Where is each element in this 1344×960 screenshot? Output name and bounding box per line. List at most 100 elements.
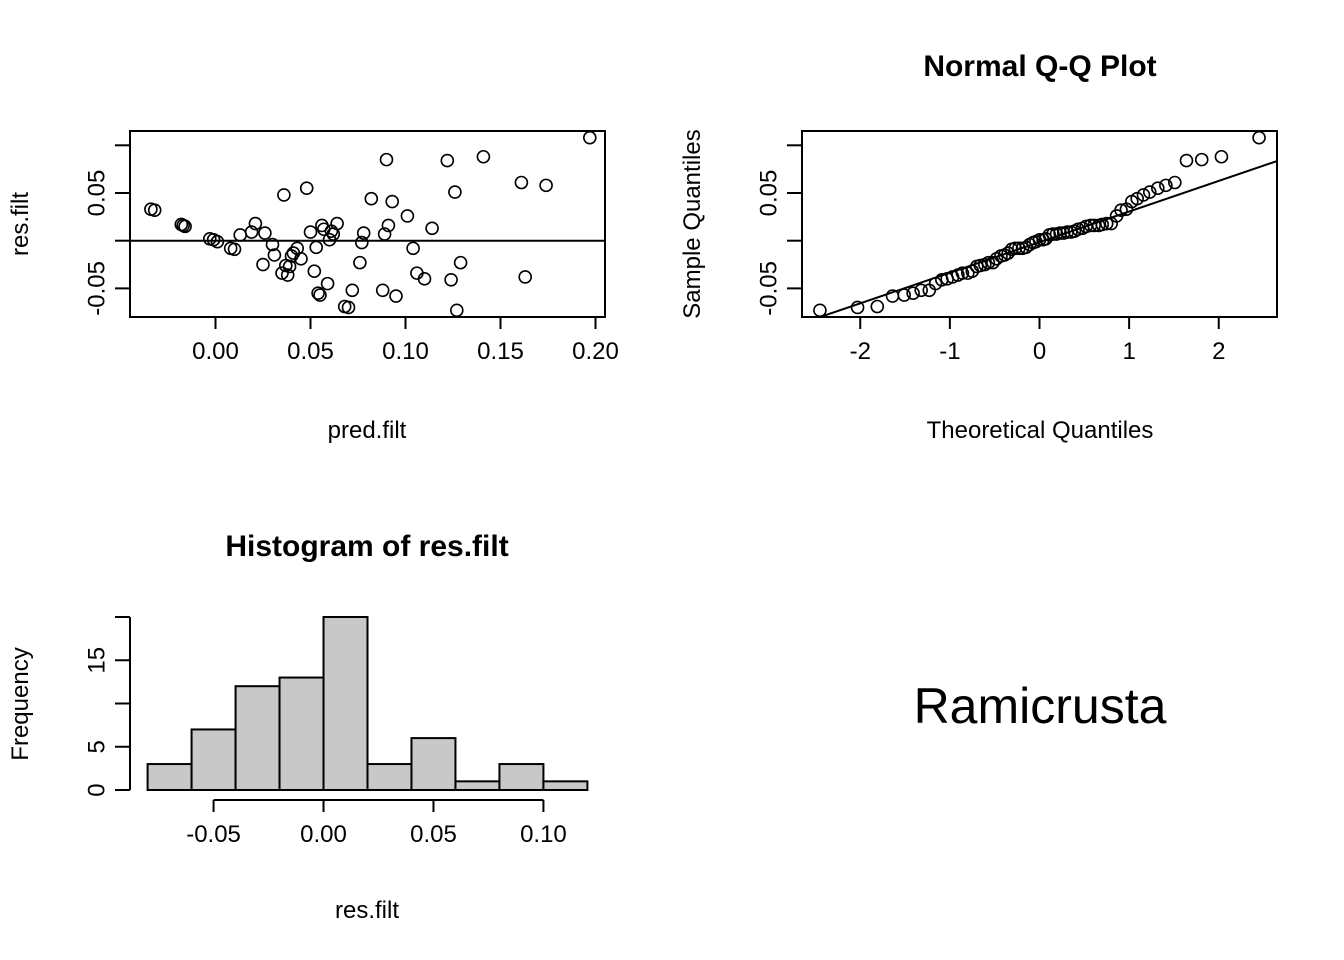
residual-point	[309, 240, 324, 255]
qq-point	[1019, 240, 1033, 255]
residual-point	[227, 242, 242, 257]
qq-point	[914, 283, 928, 298]
qq-x-tick-label: 2	[1212, 338, 1225, 365]
qq-plot-frame	[801, 130, 1278, 318]
residual-point	[307, 264, 322, 279]
qq-point	[1179, 153, 1194, 168]
qq-point	[1252, 130, 1266, 145]
qq-point	[813, 303, 827, 318]
residual-point	[375, 283, 390, 298]
histogram-x-tick-label: 0.00	[300, 821, 347, 848]
residuals-y-tick-label: -0.05	[84, 261, 111, 316]
residual-point	[244, 225, 259, 239]
qq-point	[1214, 149, 1229, 164]
qq-x-tick-label: 1	[1122, 338, 1135, 365]
residual-point	[425, 221, 439, 236]
qq-point	[1099, 216, 1114, 231]
residual-point	[364, 191, 379, 206]
residual-point	[449, 303, 464, 318]
qq-plot-panel: Normal Q-Q Plot -2 -1 0 1 2 -0.05 0.05 Theore…	[679, 50, 1278, 444]
histogram-bar	[278, 676, 325, 791]
qq-x-axis: -2 -1 0 1 2	[850, 316, 1225, 365]
residual-point	[341, 300, 356, 315]
histogram-y-tick-label: 5	[84, 740, 111, 753]
residual-point	[356, 226, 371, 240]
residual-point	[147, 203, 162, 217]
residual-point	[448, 185, 462, 199]
qq-points	[813, 130, 1277, 318]
residual-point	[294, 252, 308, 266]
species-annotation: Ramicrusta	[914, 678, 1167, 734]
residual-point	[248, 216, 263, 231]
residual-point	[440, 153, 455, 168]
residual-point	[514, 175, 529, 190]
residuals-x-tick-label: 0.05	[287, 338, 334, 365]
qq-y-label: Sample Quantiles	[679, 129, 706, 318]
qq-point	[1114, 203, 1128, 217]
histogram-y-tick-label: 15	[84, 647, 111, 674]
residual-point	[256, 257, 270, 272]
residuals-x-tick-label: 0.10	[382, 338, 429, 365]
qq-point	[1159, 178, 1173, 193]
histogram-x-label: res.filt	[335, 897, 399, 924]
qq-y-tick-label: 0.05	[756, 170, 783, 217]
qq-point	[906, 286, 920, 300]
residual-point	[582, 130, 597, 145]
residual-point	[444, 272, 458, 287]
residuals-x-tick-label: 0.15	[477, 338, 524, 365]
residual-point	[265, 237, 280, 252]
qq-point	[955, 266, 970, 280]
residual-point	[345, 283, 360, 298]
qq-point	[1046, 227, 1060, 241]
histogram-x-tick-label: 0.10	[520, 821, 567, 848]
residuals-y-tick-label: 0.05	[84, 170, 111, 217]
residual-point	[311, 286, 325, 300]
residuals-x-axis: 0.00 0.05 0.10 0.15 0.20	[192, 316, 619, 365]
residual-point	[275, 266, 289, 280]
qq-point	[1008, 241, 1023, 256]
qq-point	[981, 255, 996, 270]
residual-point	[379, 152, 394, 167]
residuals-x-label: pred.filt	[328, 417, 407, 444]
histogram-x-tick-label: -0.05	[186, 821, 241, 848]
residual-point	[299, 181, 314, 196]
qq-y-axis: -0.05 0.05	[756, 144, 803, 316]
residuals-y-label: res.filt	[7, 192, 34, 256]
qq-point	[1053, 226, 1067, 240]
histogram-bar	[498, 763, 545, 791]
residuals-x-tick-label: 0.20	[572, 338, 619, 365]
qq-y-tick-label: -0.05	[756, 261, 783, 316]
qq-x-tick-label: -1	[939, 338, 960, 365]
qq-point	[897, 288, 911, 302]
qq-x-tick-label: 0	[1033, 338, 1046, 365]
histogram-bar	[146, 763, 193, 791]
residual-point	[417, 272, 432, 286]
histogram-x-tick-label: 0.05	[410, 821, 457, 848]
histogram-title: Histogram of res.filt	[225, 530, 508, 563]
histogram-bars	[146, 616, 589, 792]
residuals-points	[130, 130, 605, 318]
qq-point	[1168, 175, 1182, 190]
residual-point	[406, 241, 420, 256]
histogram-y-tick-label: 0	[84, 783, 111, 796]
residual-point	[313, 288, 327, 302]
residual-point	[267, 248, 282, 262]
histogram-panel: Histogram of res.filt -0.05 0.00 0.05 0.10 …	[7, 530, 589, 924]
residuals-x-tick-label: 0.00	[192, 338, 239, 365]
qq-point	[850, 300, 865, 315]
residuals-y-axis: -0.05 0.05	[84, 144, 131, 316]
residual-point	[389, 289, 403, 303]
residual-point	[303, 225, 318, 239]
histogram-bar	[322, 616, 369, 791]
residual-point	[277, 188, 291, 202]
residual-point	[354, 235, 369, 250]
qq-x-label: Theoretical Quantiles	[927, 417, 1154, 444]
residual-point	[476, 149, 491, 164]
qq-point	[1136, 188, 1151, 202]
residuals-vs-predicted-panel: 0.00 0.05 0.10 0.15 0.20 -0.05 0.05 pred.filt…	[7, 130, 619, 444]
histogram-bar	[454, 780, 501, 791]
histogram-bar	[234, 685, 281, 792]
residual-point	[381, 218, 396, 233]
residual-point	[539, 178, 553, 193]
residual-point	[400, 209, 415, 223]
